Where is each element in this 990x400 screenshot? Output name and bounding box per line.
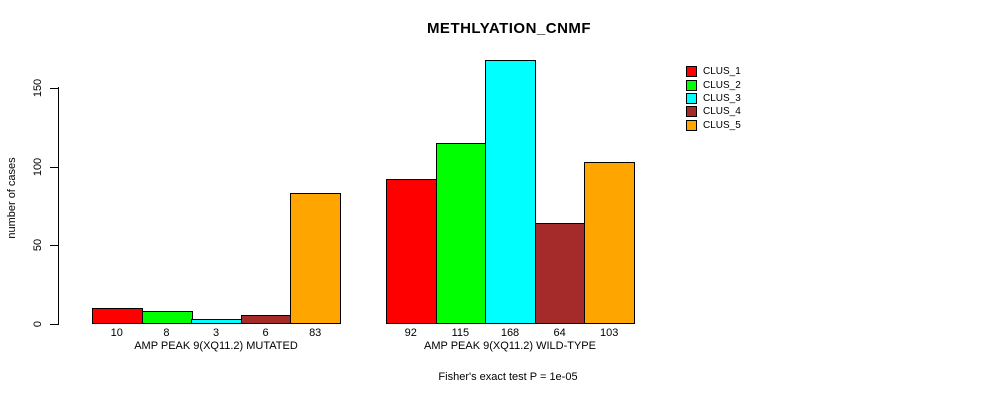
y-tick: [50, 245, 58, 247]
legend-label: CLUS_2: [703, 79, 741, 91]
chart-title: METHLYATION_CNMF: [426, 20, 592, 37]
bar: [584, 162, 635, 324]
bar-value-label: 103: [600, 327, 619, 339]
bar-value-label: 115: [451, 327, 470, 339]
annotation: Fisher's exact test P = 1e-05: [438, 371, 578, 383]
bar-value-label: 3: [212, 327, 220, 339]
y-tick: [50, 166, 58, 168]
legend-label: CLUS_3: [703, 92, 741, 104]
bar: [436, 143, 487, 324]
legend-label: CLUS_4: [703, 106, 741, 118]
bar: [142, 311, 193, 324]
y-axis-line: [58, 87, 59, 325]
bar: [290, 193, 341, 324]
group-label: AMP PEAK 9(XQ11.2) WILD-TYPE: [424, 340, 596, 352]
y-tick-label: 100: [32, 157, 44, 176]
legend-item: CLUS_1: [686, 65, 741, 78]
bar-value-label: 92: [404, 327, 417, 339]
legend-item: CLUS_4: [686, 105, 741, 118]
legend-item: CLUS_2: [686, 78, 741, 91]
legend-label: CLUS_5: [703, 119, 741, 131]
bar-value-label: 8: [163, 327, 170, 339]
y-tick-label: 0: [32, 320, 44, 328]
bar: [386, 179, 437, 324]
bar: [535, 223, 586, 324]
bar-value-label: 6: [262, 327, 269, 339]
y-tick: [50, 324, 58, 325]
group-label: AMP PEAK 9(XQ11.2) MUTATED: [134, 340, 298, 352]
legend-swatch: [686, 106, 697, 118]
bar-value-label: 83: [309, 327, 322, 339]
bar: [485, 60, 536, 324]
legend: CLUS_1 CLUS_2 CLUS_3 CLUS_4 CLUS_5: [686, 65, 741, 132]
y-tick-label: 150: [32, 78, 44, 98]
legend-item: CLUS_3: [686, 92, 741, 105]
bar-value-label: 64: [553, 327, 566, 339]
bar-value-label: 10: [110, 327, 123, 339]
bar: [241, 315, 292, 324]
legend-item: CLUS_5: [686, 119, 741, 132]
legend-swatch: [686, 92, 697, 104]
y-tick-label: 50: [32, 239, 44, 252]
bar-value-label: 168: [500, 327, 520, 339]
legend-swatch: [686, 66, 697, 78]
y-tick: [50, 88, 58, 89]
bar: [191, 319, 242, 324]
legend-swatch: [686, 119, 697, 131]
legend-label: CLUS_1: [703, 66, 741, 78]
legend-swatch: [686, 79, 697, 91]
bar: [92, 308, 143, 324]
